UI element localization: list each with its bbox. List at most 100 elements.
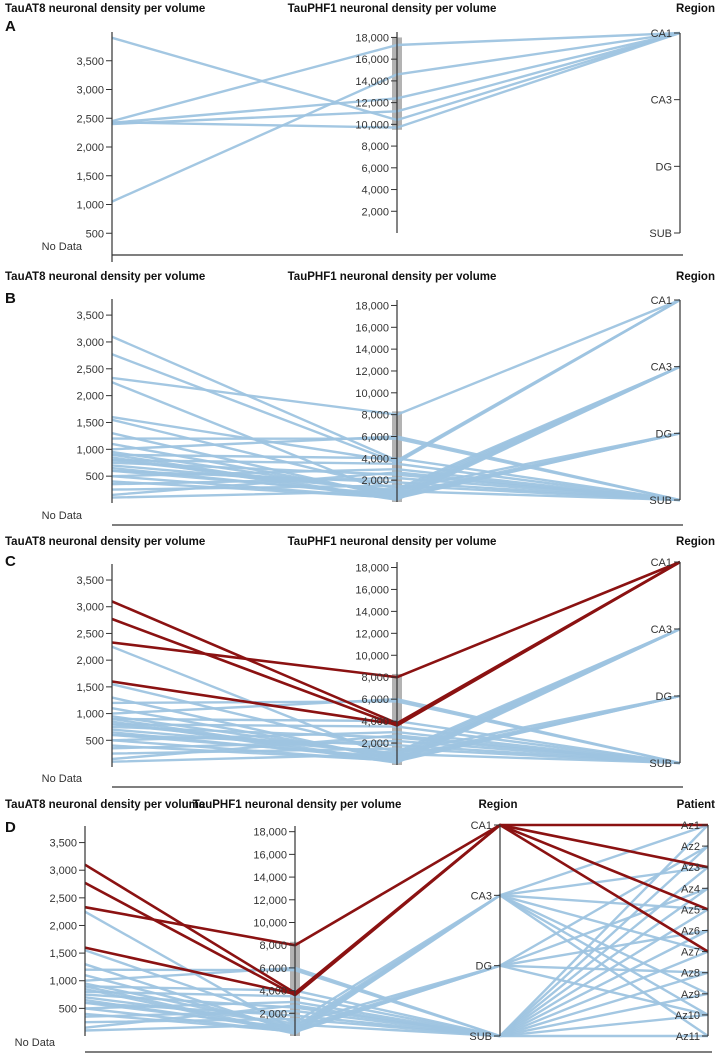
axis-title: TauAT8 neuronal density per volume: [5, 799, 205, 811]
tick-label: Az5: [681, 904, 700, 916]
tick-label: 18,000: [253, 827, 287, 839]
tick-label: 16,000: [355, 54, 389, 66]
tick-label: 12,000: [355, 98, 389, 110]
tick-label: Az3: [681, 862, 700, 874]
tick-label: Az2: [681, 841, 700, 853]
record-line: [84, 1023, 708, 1038]
tick-label: 16,000: [355, 322, 389, 334]
record-line: [84, 929, 709, 1038]
axis-0: 500 1,000 1,500 2,000 2,500 3,000 3,500 TauAT8 …: [5, 3, 205, 262]
axis-2: CA1 CA3 DG SUB Region: [469, 799, 517, 1043]
record-line: [84, 950, 709, 1038]
tick-label: SUB: [649, 495, 672, 507]
panel-letter: D: [5, 819, 16, 836]
panel-letter: B: [5, 290, 16, 307]
tick-label: DG: [656, 691, 673, 703]
tick-label: 18,000: [355, 32, 389, 44]
tick-label: 8,000: [361, 410, 389, 422]
tick-label: 8,000: [361, 672, 389, 684]
no-data-label: No Data: [15, 1037, 56, 1049]
axis-title: TauPHF1 neuronal density per volume: [193, 799, 402, 811]
tick-label: SUB: [469, 1031, 492, 1043]
axis-title: Region: [676, 536, 715, 548]
highlighted-record-line: [84, 823, 709, 996]
axis-title: Region: [479, 799, 518, 811]
tick-label: 6,000: [259, 963, 287, 975]
axis-1: 2,000 4,000 6,000 8,000 10,000 12,000 14,000 16…: [288, 271, 497, 502]
axis-0: 500 1,000 1,500 2,000 2,500 3,000 3,500 TauAT8 …: [5, 799, 205, 1036]
tick-label: 14,000: [355, 606, 389, 618]
tick-label: CA1: [471, 820, 492, 832]
tick-label: CA1: [651, 295, 672, 307]
no-data-label: No Data: [42, 241, 83, 253]
axis-title: TauAT8 neuronal density per volume: [5, 271, 205, 283]
tick-label: 10,000: [355, 388, 389, 400]
tick-label: 1,000: [76, 709, 104, 721]
tick-label: SUB: [649, 758, 672, 770]
tick-label: 1,500: [76, 682, 104, 694]
tick-label: 4,000: [361, 453, 389, 465]
tick-label: 2,000: [361, 738, 389, 750]
tick-label: 6,000: [361, 431, 389, 443]
tick-label: Az7: [681, 947, 700, 959]
tick-label: 14,000: [355, 344, 389, 356]
axis-1: 2,000 4,000 6,000 8,000 10,000 12,000 14,000 16…: [288, 536, 497, 765]
tick-label: 6,000: [361, 163, 389, 175]
tick-label: CA1: [651, 557, 672, 569]
data-lines: [111, 31, 681, 203]
tick-label: 14,000: [355, 76, 389, 88]
axis-title: Region: [676, 271, 715, 283]
highlighted-record-line: [84, 823, 709, 947]
record-line: [84, 971, 709, 1038]
tick-label: 6,000: [361, 694, 389, 706]
record-line: [84, 866, 709, 1038]
panel-a: 500 1,000 1,500 2,000 2,500 3,000 3,500 TauAT8 …: [5, 3, 715, 262]
tick-label: 3,000: [76, 602, 104, 614]
axis-0: 500 1,000 1,500 2,000 2,500 3,000 3,500 TauAT8 …: [5, 536, 205, 767]
tick-label: 1,000: [76, 200, 104, 212]
data-lines: [111, 560, 681, 765]
record-line: [84, 887, 709, 1038]
panel-c: 500 1,000 1,500 2,000 2,500 3,000 3,500 TauAT8 …: [5, 536, 715, 788]
tick-label: Az8: [681, 968, 700, 980]
tick-label: 10,000: [253, 917, 287, 929]
axis-title: Region: [676, 3, 715, 15]
axis-title: TauPHF1 neuronal density per volume: [288, 271, 497, 283]
tick-label: 8,000: [259, 940, 287, 952]
axis-title: TauPHF1 neuronal density per volume: [288, 3, 497, 15]
tick-label: 12,000: [253, 895, 287, 907]
tick-label: 500: [86, 228, 104, 240]
tick-label: 2,000: [76, 655, 104, 667]
axis-2: CA1 CA3 DG SUB Region: [649, 536, 715, 770]
axis-title: Patient: [677, 799, 716, 811]
axis-title: TauAT8 neuronal density per volume: [5, 3, 205, 15]
axis-title: TauAT8 neuronal density per volume: [5, 536, 205, 548]
tick-label: 500: [59, 1003, 77, 1015]
axis-title: TauPHF1 neuronal density per volume: [288, 536, 497, 548]
tick-label: 4,000: [361, 716, 389, 728]
tick-label: Az6: [681, 926, 700, 938]
tick-label: 500: [86, 471, 104, 483]
tick-label: 1,500: [49, 948, 77, 960]
axis-1: 2,000 4,000 6,000 8,000 10,000 12,000 14,000 16…: [288, 3, 497, 233]
tick-label: CA3: [651, 362, 672, 374]
tick-label: 2,000: [259, 1008, 287, 1020]
tick-label: Az11: [676, 1031, 700, 1043]
no-data-label: No Data: [42, 773, 83, 785]
tick-label: 3,000: [76, 85, 104, 97]
record-line: [84, 964, 709, 1033]
tick-label: 8,000: [361, 141, 389, 153]
tick-label: 2,500: [76, 364, 104, 376]
tick-label: 12,000: [355, 366, 389, 378]
tick-label: 1,000: [49, 976, 77, 988]
tick-label: 4,000: [259, 986, 287, 998]
tick-label: 3,000: [76, 337, 104, 349]
panel-d: 500 1,000 1,500 2,000 2,500 3,000 3,500 TauAT8 …: [5, 799, 716, 1053]
tick-label: 2,500: [76, 628, 104, 640]
axis-2: CA1 CA3 DG SUB Region: [649, 271, 715, 507]
no-data-label: No Data: [42, 510, 83, 522]
tick-label: 3,500: [76, 56, 104, 68]
tick-label: 18,000: [355, 562, 389, 574]
panel-letter: C: [5, 553, 16, 570]
